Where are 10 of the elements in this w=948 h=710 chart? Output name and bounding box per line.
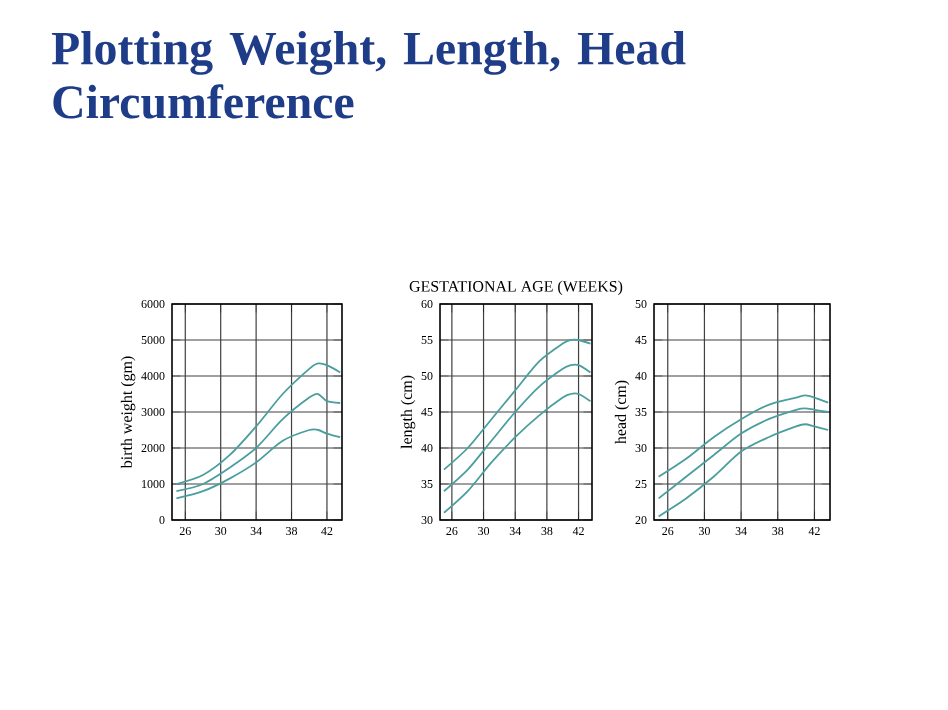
line-series: [443, 392, 592, 514]
line-series: [175, 362, 342, 485]
line-series: [175, 428, 342, 500]
line-series: [657, 394, 830, 478]
line-series: [443, 338, 592, 471]
line-series: [657, 423, 830, 518]
line-series: [175, 392, 342, 493]
line-series: [443, 363, 592, 493]
chart-title: Plotting Weight, Length, Head Circumference: [51, 31, 686, 119]
line-series: [657, 407, 830, 500]
